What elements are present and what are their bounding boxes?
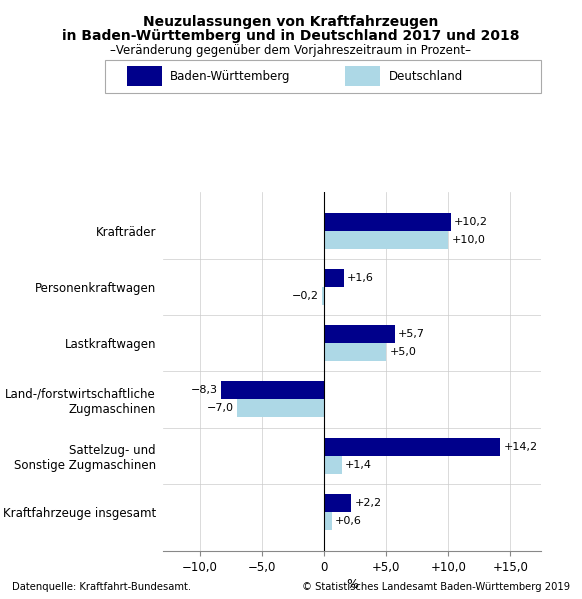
Bar	[324, 269, 344, 287]
Bar	[324, 512, 332, 530]
Bar	[221, 382, 324, 400]
FancyBboxPatch shape	[105, 60, 541, 93]
Text: © Statistisches Landesamt Baden-Württemberg 2019: © Statistisches Landesamt Baden-Württemb…	[302, 582, 570, 592]
Bar	[324, 343, 386, 361]
Text: +10,0: +10,0	[451, 235, 485, 245]
X-axis label: %: %	[346, 578, 358, 591]
Text: −8,3: −8,3	[191, 386, 218, 395]
Text: Neuzulassungen von Kraftfahrzeugen: Neuzulassungen von Kraftfahrzeugen	[143, 15, 439, 29]
Text: −0,2: −0,2	[292, 291, 318, 301]
Text: Baden-Württemberg: Baden-Württemberg	[170, 70, 291, 83]
Bar	[324, 325, 395, 343]
Text: +10,2: +10,2	[454, 217, 488, 227]
Text: +1,6: +1,6	[347, 273, 374, 283]
Bar	[324, 438, 501, 456]
Text: +5,0: +5,0	[389, 347, 416, 357]
Text: Deutschland: Deutschland	[389, 70, 463, 83]
Text: Datenquelle: Kraftfahrt-Bundesamt.: Datenquelle: Kraftfahrt-Bundesamt.	[12, 582, 191, 592]
Bar	[127, 66, 161, 86]
Text: +2,2: +2,2	[354, 498, 382, 508]
Text: –Veränderung gegenüber dem Vorjahreszeitraum in Prozent–: –Veränderung gegenüber dem Vorjahreszeit…	[111, 44, 471, 57]
Text: +14,2: +14,2	[503, 441, 538, 452]
Bar	[345, 66, 379, 86]
Bar	[324, 213, 450, 231]
Bar	[324, 494, 352, 512]
Text: +1,4: +1,4	[345, 459, 372, 470]
Text: +5,7: +5,7	[398, 329, 425, 339]
Bar	[324, 231, 448, 249]
Text: −7,0: −7,0	[207, 404, 235, 413]
Text: in Baden-Württemberg und in Deutschland 2017 und 2018: in Baden-Württemberg und in Deutschland …	[62, 29, 520, 43]
Bar	[237, 400, 324, 418]
Text: +0,6: +0,6	[335, 516, 361, 526]
Bar	[322, 287, 324, 305]
Bar	[324, 456, 342, 474]
